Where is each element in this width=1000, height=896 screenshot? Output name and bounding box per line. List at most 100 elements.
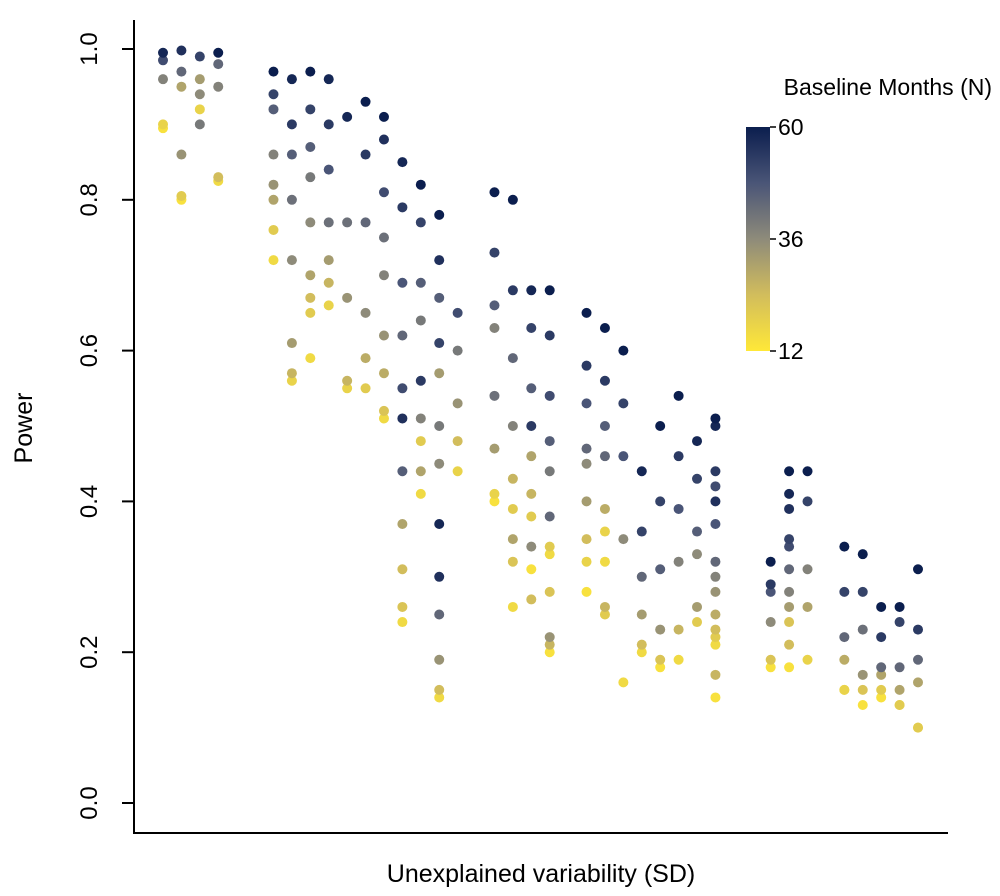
data-point <box>360 383 371 394</box>
data-point <box>378 368 389 379</box>
data-point <box>544 586 555 597</box>
data-point <box>323 300 334 311</box>
data-point <box>452 345 463 356</box>
data-point <box>673 556 684 567</box>
data-point <box>434 609 445 620</box>
data-point <box>305 66 316 77</box>
data-point <box>784 586 795 597</box>
data-point <box>618 345 629 356</box>
data-point <box>599 421 610 431</box>
data-point <box>434 684 445 695</box>
data-point <box>526 383 537 394</box>
data-point <box>305 292 316 303</box>
data-point <box>673 654 684 665</box>
data-point <box>268 179 279 190</box>
data-point <box>305 217 316 228</box>
data-point <box>784 466 795 477</box>
data-point <box>397 564 408 575</box>
data-point <box>213 81 224 92</box>
data-point <box>894 684 905 695</box>
data-point <box>323 164 334 175</box>
data-point <box>342 383 353 394</box>
data-point <box>489 300 500 311</box>
data-point <box>857 549 868 560</box>
data-point <box>194 104 205 115</box>
data-point <box>784 488 795 499</box>
data-point <box>323 74 334 85</box>
data-point <box>544 632 555 643</box>
data-point <box>507 421 518 431</box>
data-point <box>802 601 813 612</box>
data-point <box>526 451 537 462</box>
data-point <box>286 368 297 379</box>
data-point <box>378 270 389 281</box>
data-point <box>599 601 610 612</box>
data-point <box>434 255 445 266</box>
data-point <box>434 368 445 379</box>
data-point <box>176 149 187 160</box>
data-point <box>710 692 721 703</box>
data-point <box>397 466 408 477</box>
x-axis-title: Unexplained variability (SD) <box>387 860 695 888</box>
data-point <box>194 119 205 130</box>
data-point <box>415 217 426 228</box>
data-point <box>710 519 721 530</box>
data-point <box>415 436 426 447</box>
data-point <box>692 601 703 612</box>
y-axis-ticks: 0.0 0.2 0.4 0.6 0.8 1.0 <box>76 32 134 820</box>
data-point <box>581 398 592 409</box>
data-point <box>857 684 868 695</box>
data-point <box>397 330 408 341</box>
data-point <box>636 647 647 658</box>
data-point <box>673 451 684 462</box>
data-point <box>305 142 316 153</box>
data-point <box>913 654 923 665</box>
data-point <box>526 285 537 296</box>
data-point <box>710 481 721 492</box>
data-point <box>581 307 592 318</box>
data-point <box>489 322 500 333</box>
data-point <box>857 669 868 680</box>
data-point <box>323 217 334 228</box>
data-point <box>507 285 518 296</box>
data-point <box>415 179 426 190</box>
data-point <box>544 285 555 296</box>
colorbar <box>746 127 770 351</box>
data-point <box>655 662 666 673</box>
data-point <box>765 617 776 628</box>
data-point <box>397 157 408 168</box>
data-point <box>286 255 297 266</box>
data-point <box>784 503 795 514</box>
data-point <box>434 654 445 665</box>
data-point <box>636 526 647 537</box>
data-point <box>857 624 868 635</box>
data-point <box>784 601 795 612</box>
data-point <box>784 541 795 552</box>
data-point <box>452 436 463 447</box>
data-point <box>378 134 389 145</box>
data-point <box>599 451 610 462</box>
legend-tick-label: 12 <box>778 338 804 364</box>
y-tick-label: 0.2 <box>76 636 103 669</box>
data-point <box>342 111 353 122</box>
data-point <box>784 662 795 673</box>
data-point <box>507 534 518 545</box>
data-point <box>360 96 371 107</box>
data-point <box>710 624 721 635</box>
data-point <box>673 503 684 514</box>
data-point <box>158 47 168 58</box>
data-point <box>544 436 555 447</box>
data-point <box>305 172 316 183</box>
data-point <box>415 315 426 326</box>
data-point <box>913 564 923 575</box>
data-point <box>305 270 316 281</box>
data-point <box>286 149 297 160</box>
data-point <box>158 74 168 85</box>
data-point <box>673 624 684 635</box>
data-point <box>636 571 647 582</box>
data-point <box>544 639 555 650</box>
data-point <box>765 556 776 567</box>
data-point <box>268 149 279 160</box>
data-point <box>378 413 389 424</box>
data-point <box>268 66 279 77</box>
